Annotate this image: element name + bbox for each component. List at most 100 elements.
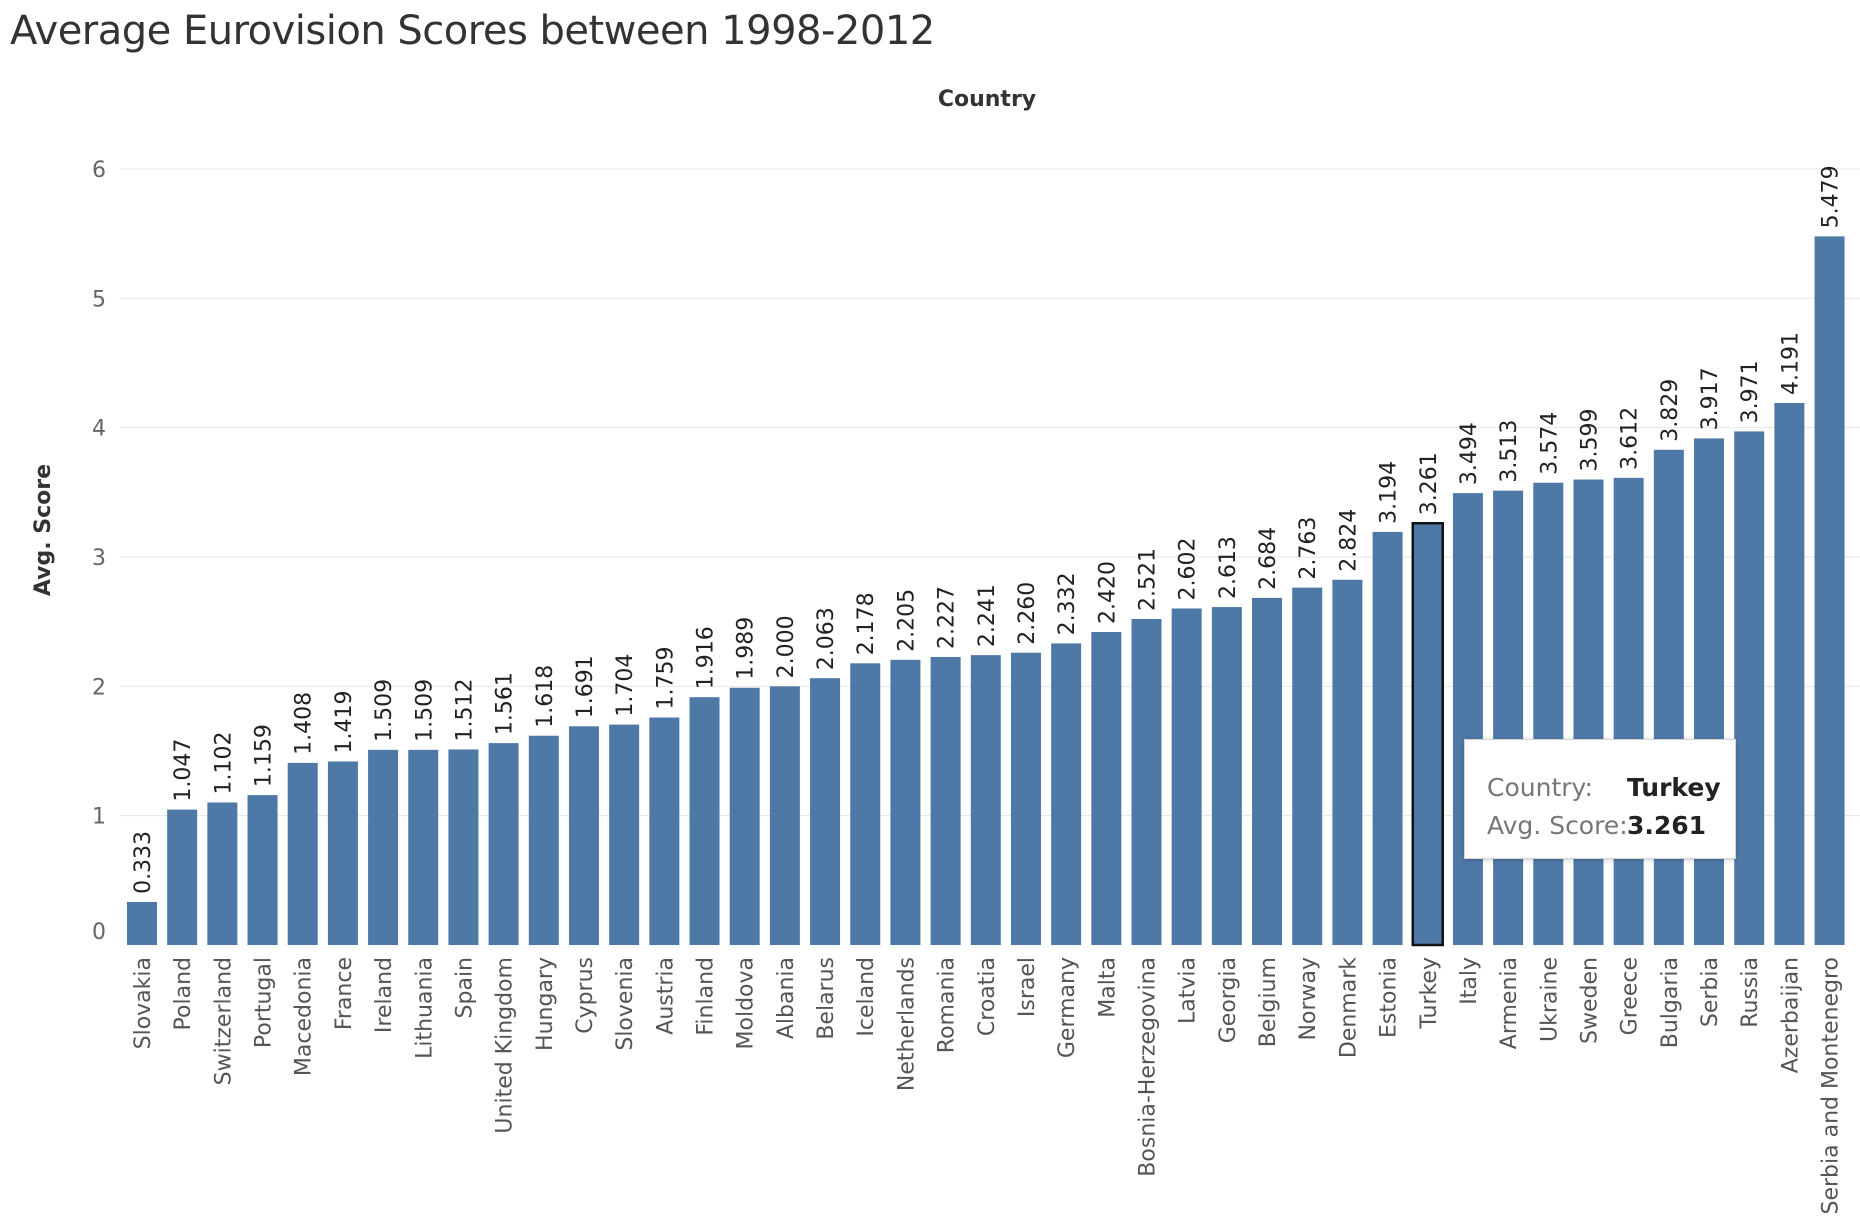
bar-finland[interactable] bbox=[689, 697, 720, 945]
data-label: 3.194 bbox=[1377, 461, 1402, 524]
bar-belarus[interactable] bbox=[810, 678, 841, 945]
tooltip-country-row: Country: Turkey bbox=[1487, 768, 1735, 806]
bar-slovakia[interactable] bbox=[127, 901, 157, 945]
bar-bulgaria[interactable] bbox=[1653, 449, 1684, 945]
bar-belgium[interactable] bbox=[1252, 597, 1283, 945]
bar-israel[interactable] bbox=[1010, 652, 1041, 945]
bar-lithuania[interactable] bbox=[408, 749, 439, 945]
bar-serbia[interactable] bbox=[1694, 438, 1725, 945]
x-tick-label: Hungary bbox=[533, 957, 558, 1051]
chart-title: Average Eurovision Scores between 1998-2… bbox=[10, 8, 935, 54]
bar-latvia[interactable] bbox=[1171, 608, 1202, 945]
x-tick-label: Greece bbox=[1618, 957, 1643, 1035]
bar-ireland[interactable] bbox=[368, 749, 399, 945]
bar-ukraine[interactable] bbox=[1533, 482, 1564, 945]
bar-russia[interactable] bbox=[1734, 431, 1765, 945]
x-tick-label: Macedonia bbox=[292, 957, 317, 1076]
bar-turkey[interactable] bbox=[1411, 521, 1445, 947]
bar-croatia[interactable] bbox=[970, 655, 1001, 945]
bar-cyprus[interactable] bbox=[568, 726, 599, 945]
bar-slovenia[interactable] bbox=[609, 724, 640, 945]
bar-italy[interactable] bbox=[1452, 493, 1483, 945]
data-label: 3.612 bbox=[1618, 407, 1643, 470]
bar-germany[interactable] bbox=[1051, 643, 1082, 945]
x-tick-label: Azerbaijan bbox=[1778, 957, 1803, 1073]
bar-tooltip: Country: Turkey Avg. Score: 3.261 bbox=[1464, 739, 1736, 859]
bar-romania[interactable] bbox=[930, 656, 961, 945]
x-tick-label: Belarus bbox=[814, 957, 839, 1040]
data-label: 1.509 bbox=[412, 679, 437, 742]
tooltip-score-key: Avg. Score: bbox=[1487, 810, 1628, 840]
data-label: 3.494 bbox=[1457, 422, 1482, 485]
data-label: 2.178 bbox=[854, 592, 879, 655]
x-tick-label: Croatia bbox=[975, 957, 1000, 1036]
bar-france[interactable] bbox=[327, 761, 358, 945]
bar-netherlands[interactable] bbox=[890, 659, 921, 945]
x-tick-label: Romania bbox=[935, 957, 960, 1053]
x-axis-categories: Slovakia Poland Switzerland Portugal Macedon… bbox=[131, 957, 1844, 1215]
x-tick-label: France bbox=[332, 957, 357, 1030]
data-label: 2.227 bbox=[935, 586, 960, 649]
x-tick-label: Russia bbox=[1738, 957, 1763, 1028]
bar-estonia[interactable] bbox=[1372, 531, 1403, 945]
bar-albania[interactable] bbox=[769, 686, 800, 945]
x-tick-label: Poland bbox=[171, 957, 196, 1030]
data-label: 2.824 bbox=[1336, 509, 1361, 572]
bar-armenia[interactable] bbox=[1493, 490, 1524, 945]
bar-portugal[interactable] bbox=[247, 795, 278, 945]
data-label: 2.602 bbox=[1176, 537, 1201, 600]
tooltip-score-row: Avg. Score: 3.261 bbox=[1487, 806, 1735, 844]
x-tick-label: Finland bbox=[694, 957, 719, 1036]
x-axis-title: Country bbox=[938, 87, 1036, 112]
bar-united-kingdom[interactable] bbox=[488, 743, 519, 945]
bar-spain[interactable] bbox=[448, 749, 479, 945]
x-tick-label: Portugal bbox=[252, 957, 277, 1048]
bar-malta[interactable] bbox=[1091, 632, 1122, 945]
x-tick-label: Latvia bbox=[1176, 957, 1201, 1024]
x-tick-label: Iceland bbox=[854, 957, 879, 1037]
x-tick-label: Ukraine bbox=[1537, 957, 1562, 1042]
x-tick-label: Austria bbox=[653, 957, 678, 1035]
y-tick-label: 1 bbox=[92, 805, 106, 830]
y-tick-label: 2 bbox=[92, 675, 106, 700]
bar-sweden[interactable] bbox=[1573, 479, 1604, 945]
x-tick-label: Cyprus bbox=[573, 957, 598, 1034]
data-label: 1.618 bbox=[533, 665, 558, 728]
bar-serbia-and-montenegro[interactable] bbox=[1814, 236, 1845, 945]
data-label: 1.704 bbox=[613, 654, 638, 717]
data-label: 3.261 bbox=[1417, 452, 1442, 515]
x-tick-label: Switzerland bbox=[211, 957, 236, 1085]
y-tick-label: 6 bbox=[92, 158, 106, 183]
y-axis-title: Avg. Score bbox=[31, 464, 56, 596]
bar-greece[interactable] bbox=[1613, 477, 1644, 945]
bar-hungary[interactable] bbox=[528, 735, 559, 945]
x-tick-label: Bosnia-Herzegovina bbox=[1136, 957, 1161, 1177]
x-tick-label: Italy bbox=[1457, 957, 1482, 1005]
x-tick-label: Denmark bbox=[1336, 957, 1361, 1058]
y-axis-ticks: 0 1 2 3 4 5 6 bbox=[92, 158, 106, 945]
bar-macedonia[interactable] bbox=[287, 762, 318, 945]
bar-moldova[interactable] bbox=[729, 687, 760, 945]
x-tick-label: Estonia bbox=[1377, 957, 1402, 1038]
data-label: 2.521 bbox=[1136, 548, 1161, 611]
bar-bosnia-herzegovina[interactable] bbox=[1131, 618, 1162, 945]
bar-azerbaijan[interactable] bbox=[1774, 402, 1805, 945]
x-tick-label: Netherlands bbox=[894, 957, 919, 1091]
bar-denmark[interactable] bbox=[1332, 579, 1363, 945]
y-tick-label: 0 bbox=[92, 920, 106, 945]
bar-switzerland[interactable] bbox=[207, 802, 238, 945]
bars bbox=[127, 236, 1845, 947]
bar-poland[interactable] bbox=[167, 809, 198, 945]
y-tick-label: 4 bbox=[92, 417, 106, 442]
bar-iceland[interactable] bbox=[850, 663, 881, 945]
data-label: 1.047 bbox=[171, 739, 196, 802]
data-label: 1.512 bbox=[452, 678, 477, 741]
data-label: 2.763 bbox=[1296, 517, 1321, 580]
x-tick-label: Serbia bbox=[1698, 957, 1723, 1027]
x-tick-label: Serbia and Montenegro bbox=[1819, 957, 1844, 1215]
bar-norway[interactable] bbox=[1292, 587, 1323, 945]
y-tick-label: 5 bbox=[92, 287, 106, 312]
bar-georgia[interactable] bbox=[1211, 607, 1242, 945]
data-label: 2.241 bbox=[975, 584, 1000, 647]
bar-austria[interactable] bbox=[649, 717, 680, 945]
